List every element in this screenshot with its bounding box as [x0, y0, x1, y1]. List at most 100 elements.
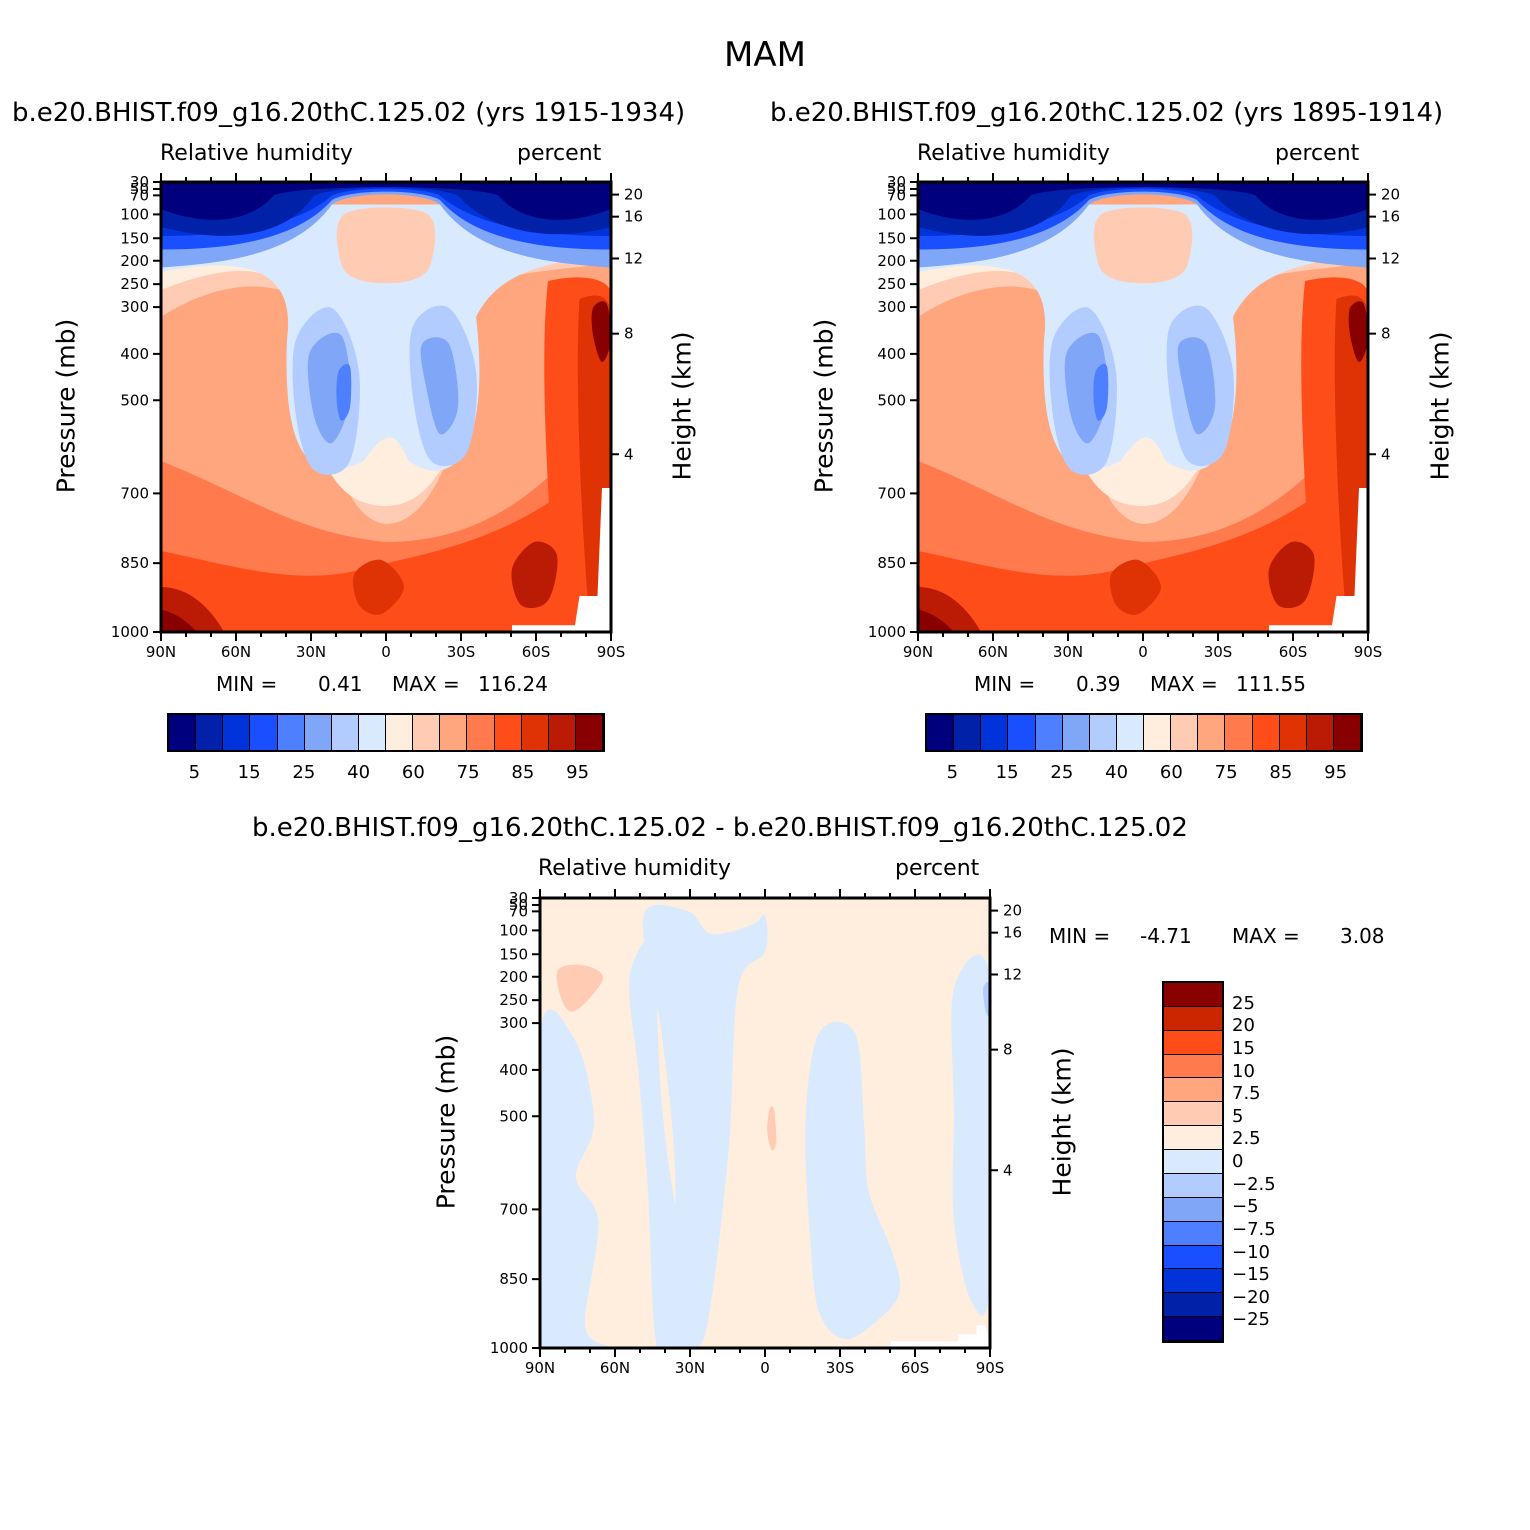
band-2.5-5-eq [767, 1106, 777, 1151]
pressure-tick-label: 700 [499, 1200, 528, 1218]
lat-tick-label: 30N [675, 1359, 705, 1377]
band-neg-5 [983, 981, 990, 1017]
pressure-tick-label: 700 [877, 484, 906, 502]
pressure-tick-label: 200 [877, 252, 906, 270]
lat-tick-label: 0 [381, 643, 391, 661]
band-20-25 [336, 363, 352, 421]
colorbar-label: 85 [1269, 762, 1293, 783]
colorbar-swatch [304, 715, 332, 750]
colorbar-swatch [413, 715, 441, 750]
colorbar-label: 2.5 [1232, 1128, 1261, 1150]
pressure-tick-label: 500 [499, 1107, 528, 1125]
right-panel-title: b.e20.BHIST.f09_g16.20thC.125.02 (yrs 18… [770, 98, 1444, 128]
pressure-tick-label: 850 [499, 1270, 528, 1288]
colorbar-swatch [277, 715, 305, 750]
band-100-sh [1348, 301, 1368, 363]
colorbar-label: 95 [566, 762, 590, 783]
diff-ylabel: Pressure (mb) [431, 1034, 461, 1210]
pressure-tick-label: 500 [120, 391, 149, 409]
colorbar-swatch [1306, 715, 1334, 750]
colorbar-swatch [467, 715, 495, 750]
pressure-tick-label: 300 [499, 1014, 528, 1032]
band-upper-tropics [336, 207, 436, 284]
colorbar-label: 5 [1232, 1105, 1244, 1127]
colorbar-swatch [1333, 715, 1361, 750]
colorbar-swatch [1116, 715, 1144, 750]
lat-tick-label: 60S [1279, 643, 1308, 661]
colorbar-label: 20 [1232, 1015, 1255, 1037]
pressure-tick-label: 100 [499, 921, 528, 939]
colorbar-label: 5 [188, 762, 201, 783]
band-2.5-5 [556, 964, 604, 1012]
height-tick-label: 8 [1381, 325, 1391, 343]
colorbar-swatch [927, 715, 955, 750]
lat-tick-label: 30S [447, 643, 476, 661]
band-90-eq [1109, 559, 1161, 615]
diff-panel-title: b.e20.BHIST.f09_g16.20thC.125.02 - b.e20… [252, 813, 1188, 843]
colorbar-swatch [1164, 1054, 1222, 1079]
contour-fills [161, 182, 611, 632]
band-neg-2.5-0 [951, 954, 990, 1316]
lat-tick-label: 30S [1204, 643, 1233, 661]
lat-tick-label: 30N [296, 643, 326, 661]
pressure-tick-label: 30 [509, 889, 528, 907]
height-tick-label: 4 [624, 445, 634, 463]
band-95-sh [1268, 541, 1315, 609]
band-90-eq [352, 559, 404, 615]
colorbar-swatch [1164, 983, 1222, 1007]
pressure-tick-label: 500 [877, 391, 906, 409]
colorbar-swatch [1164, 1269, 1222, 1294]
left-colorbar [167, 713, 605, 752]
height-tick-label: 12 [1003, 966, 1022, 984]
colorbar-label: −15 [1232, 1264, 1270, 1286]
missing-data [512, 488, 611, 632]
lat-tick-label: 30S [826, 1359, 855, 1377]
colorbar-swatch [250, 715, 278, 750]
height-tick-label: 20 [624, 186, 643, 204]
colorbar-swatch [196, 715, 224, 750]
band-25-30-sh [420, 337, 459, 435]
diff-colorbar [1162, 981, 1224, 1343]
pressure-tick-label: 100 [877, 205, 906, 223]
diff-max-value: 3.08 [1340, 924, 1385, 948]
band-upper-tropics [1093, 207, 1193, 284]
pressure-tick-label: 1000 [868, 623, 906, 641]
band-0-2.5 [540, 898, 990, 1348]
colorbar-label: 15 [237, 762, 261, 783]
contour-fills [918, 182, 1368, 632]
colorbar-label: 85 [511, 762, 535, 783]
lat-tick-label: 60S [901, 1359, 930, 1377]
colorbar-swatch [440, 715, 468, 750]
pressure-tick-label: 200 [499, 968, 528, 986]
colorbar-swatch [1164, 1150, 1222, 1174]
right-colorbar [925, 713, 1363, 752]
colorbar-swatch [1089, 715, 1117, 750]
pressure-tick-label: 150 [877, 229, 906, 247]
pressure-tick-label: 300 [120, 298, 149, 316]
colorbar-label: 15 [995, 762, 1019, 783]
lat-tick-label: 90N [525, 1359, 555, 1377]
band-neg-2.5-0 [805, 1021, 901, 1340]
pressure-tick-label: 400 [877, 345, 906, 363]
lat-tick-label: 60S [522, 643, 551, 661]
pressure-tick-label: 1000 [111, 623, 149, 641]
pressure-tick-label: 70 [887, 186, 906, 204]
left-variable-label: Relative humidity [160, 141, 353, 166]
figure-title: MAM [724, 35, 806, 75]
colorbar-label: 25 [1050, 762, 1074, 783]
colorbar-swatch [981, 715, 1009, 750]
band-neg-2.5-0 [629, 924, 690, 1348]
right-max-value: 111.55 [1236, 672, 1306, 696]
pressure-tick-label: 400 [499, 1061, 528, 1079]
band-strat-5 [918, 182, 1368, 220]
pressure-tick-label: 250 [120, 275, 149, 293]
missing-data [891, 1325, 990, 1348]
colorbar-swatch [169, 715, 197, 750]
lat-tick-label: 60N [978, 643, 1008, 661]
colorbar-swatch [1225, 715, 1253, 750]
colorbar-swatch [1171, 715, 1199, 750]
diff-ylabel-right: Height (km) [1047, 1047, 1077, 1197]
